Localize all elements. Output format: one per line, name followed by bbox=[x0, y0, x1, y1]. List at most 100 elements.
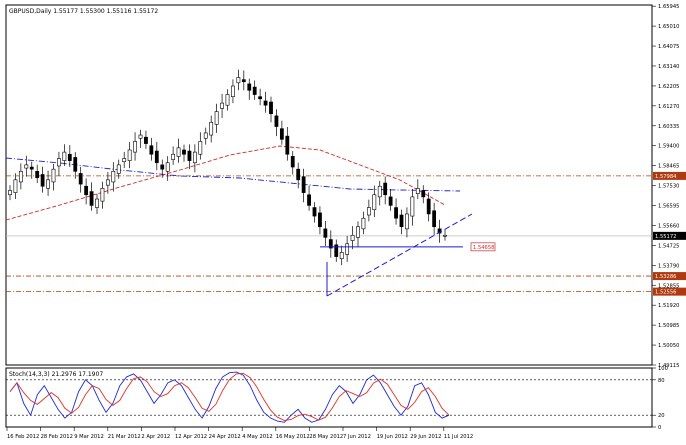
candle-body bbox=[377, 185, 382, 198]
price-label: 1.63140 bbox=[658, 64, 679, 70]
time-label: 12 Apr 2012 bbox=[175, 434, 207, 440]
candle-body bbox=[426, 198, 431, 215]
price-label: 1.50050 bbox=[658, 343, 679, 349]
candle-body bbox=[285, 135, 290, 155]
candle-body bbox=[241, 79, 246, 83]
stochastic-lines bbox=[6, 371, 652, 423]
candle-body bbox=[154, 150, 159, 164]
price-label: 1.61270 bbox=[658, 104, 679, 110]
candle-body bbox=[203, 132, 208, 139]
candle-body bbox=[209, 121, 214, 136]
price-label: 1.58465 bbox=[658, 164, 679, 170]
time-label: 19 Jun 2012 bbox=[377, 434, 408, 440]
ascending-trend-line[interactable] bbox=[326, 213, 473, 297]
time-label: 11 Jul 2012 bbox=[444, 434, 473, 440]
time-label: 16 Feb 2012 bbox=[7, 434, 39, 440]
candle-body bbox=[18, 171, 23, 183]
candle-body bbox=[328, 239, 333, 249]
candle-body bbox=[307, 194, 311, 206]
candle-body bbox=[372, 194, 377, 210]
time-label: 21 Mar 2012 bbox=[108, 434, 141, 440]
symbol-header: GBPUSD,Daily 1.55177 1.55300 1.55116 1.5… bbox=[9, 8, 158, 15]
price-label: 1.49115 bbox=[658, 363, 679, 369]
main-plot-area[interactable] bbox=[5, 4, 653, 366]
stoch-plot-area[interactable] bbox=[5, 367, 653, 428]
candle-body bbox=[116, 164, 121, 174]
candle-body bbox=[67, 153, 72, 161]
candle-body bbox=[111, 171, 116, 183]
candle-body bbox=[279, 128, 284, 140]
candle-body bbox=[366, 207, 371, 216]
price-label: 1.50985 bbox=[658, 323, 679, 329]
stoch-title: Stoch(14,3,3) 21.2976 17.1907 bbox=[9, 371, 103, 378]
level-tag-box bbox=[653, 287, 686, 296]
current-price-tag: 1.55172 bbox=[655, 234, 676, 240]
price-label: 1.52855 bbox=[658, 283, 679, 289]
trend-lines[interactable] bbox=[320, 213, 473, 297]
price-label: 1.55660 bbox=[658, 223, 679, 229]
candle-body bbox=[350, 234, 355, 241]
time-label: 29 Jun 2012 bbox=[410, 434, 441, 440]
candle-body bbox=[105, 179, 110, 186]
candle-body bbox=[274, 115, 279, 127]
candle-body bbox=[323, 228, 328, 238]
stoch-signal-line bbox=[9, 372, 450, 421]
candle-body bbox=[296, 168, 301, 181]
candle-body bbox=[269, 101, 273, 115]
candle-body bbox=[432, 210, 437, 228]
current-price-tag-box bbox=[653, 231, 686, 240]
candle-body bbox=[149, 145, 154, 155]
candle-body bbox=[220, 102, 224, 109]
time-label: 28 May 2012 bbox=[309, 434, 343, 440]
price-label: 1.51920 bbox=[658, 303, 679, 309]
candle-body bbox=[443, 234, 447, 237]
candle-body bbox=[301, 176, 306, 193]
level-tag-box bbox=[653, 272, 686, 281]
level-tag: 1.57984 bbox=[655, 174, 677, 180]
time-label: 9 Mar 2012 bbox=[74, 434, 104, 440]
price-axis: 1.65945 1.65010 1.64075 1.63140 1.62205 1.612… bbox=[652, 4, 679, 369]
candle-body bbox=[192, 151, 197, 164]
candle-body bbox=[160, 164, 165, 170]
price-label: 1.60335 bbox=[658, 124, 679, 130]
candle-body bbox=[165, 162, 170, 172]
candle-body bbox=[399, 214, 404, 228]
candle-body bbox=[62, 151, 67, 161]
candle-body bbox=[127, 149, 132, 161]
candle-body bbox=[198, 141, 203, 155]
level-tag: 1.52556 bbox=[655, 290, 676, 296]
candle-body bbox=[182, 149, 186, 155]
level-tag: 1.53286 bbox=[655, 274, 676, 280]
candle-body bbox=[24, 164, 29, 169]
price-label: 1.57530 bbox=[658, 184, 679, 190]
candle-body bbox=[236, 77, 241, 84]
time-axis: 16 Feb 2012 28 Feb 2012 9 Mar 2012 21 Mar 2… bbox=[6, 427, 473, 440]
time-label: 16 May 2012 bbox=[276, 434, 310, 440]
price-label: 1.62205 bbox=[658, 84, 679, 90]
candle-body bbox=[84, 185, 89, 196]
candle-body bbox=[133, 141, 137, 153]
candle-body bbox=[40, 174, 45, 187]
price-label: 1.59400 bbox=[658, 144, 679, 150]
candle-body bbox=[263, 100, 268, 106]
candlesticks bbox=[8, 69, 447, 266]
candle-body bbox=[73, 157, 78, 172]
candle-body bbox=[361, 217, 366, 230]
candle-body bbox=[388, 196, 393, 206]
stoch-label: 80 bbox=[658, 378, 665, 384]
candle-body bbox=[187, 150, 192, 161]
candle-body bbox=[214, 111, 219, 125]
price-label: 1.56595 bbox=[658, 204, 679, 210]
candle-body bbox=[13, 179, 18, 193]
candle-body bbox=[383, 182, 388, 196]
candle-body bbox=[394, 207, 398, 219]
candle-body bbox=[345, 243, 350, 255]
candle-body bbox=[144, 136, 148, 144]
candle-body bbox=[35, 171, 40, 178]
candle-body bbox=[171, 153, 176, 160]
stoch-main-line bbox=[9, 371, 450, 423]
time-label: 28 Feb 2012 bbox=[41, 434, 73, 440]
candle-body bbox=[339, 252, 344, 260]
candle-body bbox=[89, 191, 94, 206]
